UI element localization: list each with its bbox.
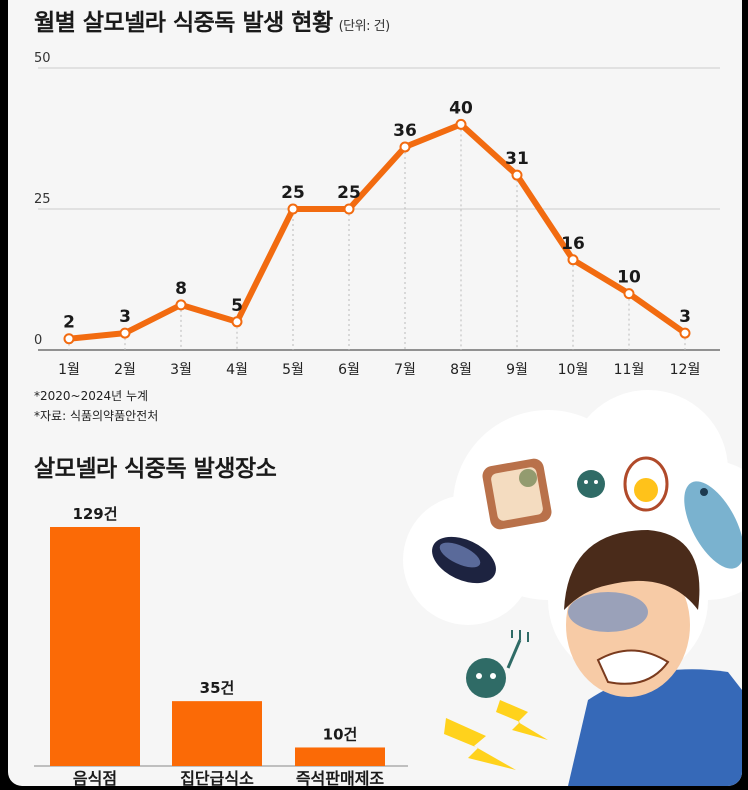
line-chart-title: 월별 살모넬라 식중독 발생 현황 (단위: 건)	[34, 3, 390, 37]
x-tick-label: 3월	[170, 362, 192, 378]
y-tick-label: 0	[34, 333, 42, 348]
lightning-icon	[444, 700, 548, 770]
data-label: 5	[231, 296, 243, 316]
data-point	[175, 299, 187, 311]
bar-value-label: 35건	[200, 679, 235, 697]
bar-category-label: 음식점	[73, 769, 117, 786]
germ-with-fork-icon	[466, 630, 529, 698]
x-tick-label: 2월	[114, 362, 136, 378]
data-point	[287, 203, 299, 215]
bar-value-label: 10건	[323, 725, 358, 743]
infographic-frame: 월별 살모넬라 식중독 발생 현황 (단위: 건) 0 25 50 2 1월 3 2월 8 3월 5…	[8, 0, 742, 786]
data-point	[567, 254, 579, 266]
line-chart-title-text: 월별 살모넬라 식중독 발생 현황	[34, 10, 333, 36]
data-label: 10	[617, 268, 641, 288]
y-tick-label: 50	[34, 51, 51, 66]
data-point	[399, 141, 411, 153]
data-point	[623, 288, 635, 300]
data-point	[511, 169, 523, 181]
mussel-icon	[432, 536, 496, 584]
data-label: 16	[561, 234, 585, 254]
unit-label: (단위: 건)	[338, 19, 391, 34]
egg-icon	[623, 456, 669, 512]
bar	[295, 747, 385, 766]
note-source: *자료: 식품의약품안전처	[34, 409, 159, 423]
data-label: 36	[393, 121, 417, 141]
data-label: 31	[505, 149, 529, 169]
bar	[50, 527, 140, 766]
x-tick-label: 8월	[450, 362, 472, 378]
bar-chart-title: 살모넬라 식중독 발생장소	[34, 456, 277, 482]
data-label: 2	[63, 313, 75, 333]
x-tick-label: 11월	[614, 362, 645, 378]
x-tick-label: 10월	[558, 362, 589, 378]
note-period: *2020~2024년 누계	[34, 389, 149, 403]
x-tick-label: 9월	[506, 362, 528, 378]
data-point	[119, 327, 131, 339]
y-tick-label: 25	[34, 192, 51, 207]
germ-icon	[577, 470, 605, 498]
data-label: 8	[175, 279, 187, 299]
data-point	[63, 333, 75, 345]
data-point	[679, 327, 691, 339]
bar-value-label: 129건	[72, 505, 117, 523]
sick-person-illustration	[403, 390, 742, 786]
data-point	[455, 118, 467, 130]
chart-notes: *2020~2024년 누계 *자료: 식품의약품안전처	[34, 386, 158, 426]
data-point	[231, 316, 243, 328]
x-tick-label: 1월	[58, 362, 80, 378]
x-tick-label: 5월	[282, 362, 304, 378]
data-point	[343, 203, 355, 215]
bar-category-label: 즉석판매제조	[296, 769, 385, 786]
series-line	[66, 121, 688, 342]
data-label: 25	[337, 183, 361, 203]
line-chart: 0 25 50 2 1월 3 2월 8 3월 5 4월 25 5월 25 6월 36 7월 40 8월 31 9월 16 1…	[34, 51, 720, 378]
data-label: 3	[119, 307, 131, 327]
x-tick-label: 12월	[670, 362, 701, 378]
x-tick-label: 7월	[394, 362, 416, 378]
bar	[172, 701, 262, 766]
person-figure	[564, 530, 742, 786]
fish-icon	[684, 481, 742, 569]
x-tick-label: 6월	[338, 362, 360, 378]
bread-icon	[482, 458, 552, 530]
data-label: 25	[281, 183, 305, 203]
x-tick-label: 4월	[226, 362, 248, 378]
data-label: 40	[449, 98, 473, 118]
data-label: 3	[679, 307, 691, 327]
bar-category-label: 집단급식소	[180, 769, 254, 786]
